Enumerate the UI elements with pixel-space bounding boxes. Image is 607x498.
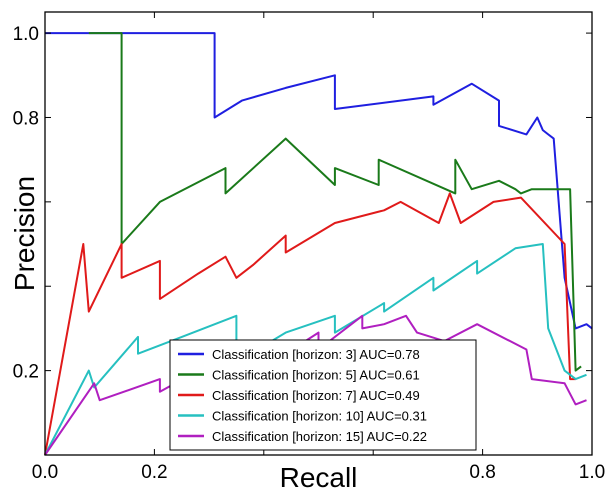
y-tick-label: 0.2 — [13, 362, 39, 383]
legend-label-2: Classification [horizon: 5] AUC=0.61 — [212, 368, 420, 383]
legend-label-1: Classification [horizon: 3] AUC=0.78 — [212, 347, 420, 362]
x-tick-label: 1.0 — [579, 462, 605, 483]
y-axis-title: Precision — [9, 176, 40, 291]
series-line-5 — [44, 314, 587, 456]
y-tick-label: 0.8 — [13, 108, 39, 129]
series-line-3 — [44, 192, 576, 456]
series-line-1 — [45, 32, 593, 330]
x-tick-label: 0.2 — [141, 462, 167, 483]
ticks-layer: 0.0 0.2 0.8 1.0 0.2 0.8 1.0 — [13, 12, 605, 483]
x-tick-label: 0.8 — [469, 462, 495, 483]
x-axis-title: Recall — [280, 462, 358, 493]
y-tick-label: 1.0 — [13, 24, 39, 45]
series-line-4 — [44, 243, 587, 456]
legend-box — [169, 339, 477, 451]
legend-label-5: Classification [horizon: 15] AUC=0.22 — [212, 429, 427, 444]
legend: Classification [horizon: 3] AUC=0.78 Clas… — [169, 339, 477, 451]
series-layer — [44, 32, 593, 456]
legend-label-3: Classification [horizon: 7] AUC=0.49 — [212, 388, 420, 403]
legend-label-4: Classification [horizon: 10] AUC=0.31 — [212, 409, 427, 424]
x-tick-label: 0.0 — [32, 462, 58, 483]
series-line-2 — [88, 32, 582, 372]
plot-frame — [44, 11, 593, 456]
legend-items: Classification [horizon: 3] AUC=0.78 Clas… — [178, 347, 427, 444]
